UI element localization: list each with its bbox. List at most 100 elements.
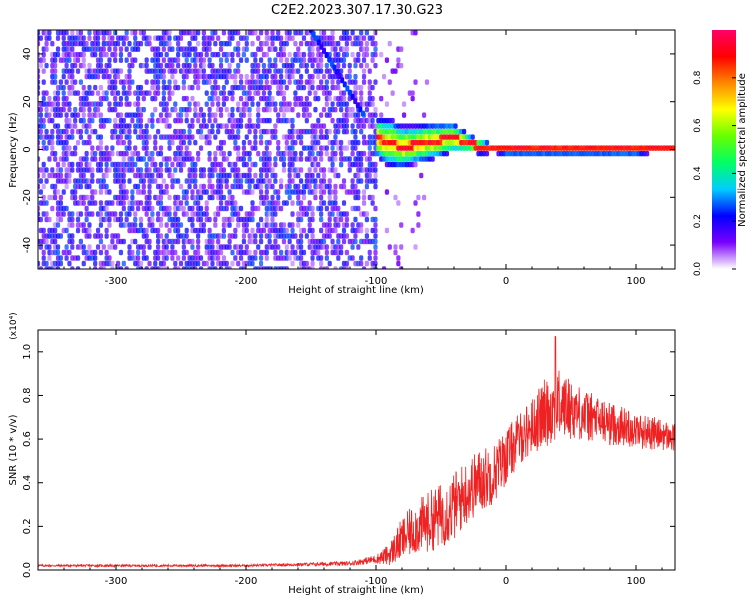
spectrogram-cell (104, 95, 109, 102)
spectrogram-cell (130, 62, 135, 69)
spectrogram-cell (161, 46, 166, 52)
spectrogram-cell (258, 46, 264, 52)
spectrogram-cell (204, 205, 209, 212)
spectrogram-cell (258, 172, 264, 179)
spectrogram-cell (319, 68, 324, 74)
spectrogram-cell (324, 134, 329, 140)
spectrogram-cell (238, 123, 244, 129)
spectrogram-cell (98, 139, 104, 146)
spectrogram-cell (221, 167, 226, 173)
spectrogram-cell (361, 57, 367, 63)
spectrogram-cell (373, 46, 378, 52)
spectrogram-cell (144, 211, 149, 217)
spectrogram-cell (170, 139, 175, 146)
spectrogram-cell (93, 150, 98, 157)
spectrogram-cell (64, 227, 69, 234)
spectrogram-cell (107, 167, 112, 173)
spectrogram-cell (267, 57, 272, 63)
spectrogram-cell (336, 205, 341, 212)
spectrogram-cell (167, 227, 172, 234)
spectrogram-cell (147, 167, 152, 173)
spectrogram-cell (236, 211, 241, 217)
spectrogram-cell (138, 117, 144, 124)
spectrogram-cell (156, 79, 161, 85)
spectrogram-cell (113, 57, 118, 63)
spectrogram-cell (38, 189, 43, 195)
spectrogram-cell (301, 227, 307, 234)
spectrogram-cell (224, 178, 229, 184)
spectrogram-cell (84, 40, 89, 47)
spectrogram-cell (279, 205, 284, 212)
spectrogram-cell (53, 227, 58, 234)
spectrogram-cell (221, 84, 226, 91)
spectrogram-cell (107, 255, 112, 261)
spectrogram-cell (150, 150, 155, 157)
spectrogram-cell (313, 90, 318, 96)
spectrogram-cell (310, 211, 315, 217)
spectrogram-cell (81, 244, 86, 250)
spectrogram-cell (198, 145, 204, 151)
spectrogram-cell (207, 156, 212, 162)
spectrogram-cell (387, 40, 392, 47)
spectrogram-cell (224, 79, 229, 85)
spectrogram-cell (167, 35, 172, 41)
spectrogram-cell (299, 178, 304, 184)
spectrogram-cell (41, 57, 46, 63)
spectrogram-cell (344, 211, 349, 217)
spectrogram-cell (144, 227, 149, 234)
spectrogram-cell (141, 249, 146, 256)
spectrogram-cell (47, 156, 52, 162)
spectrogram-cell (336, 62, 341, 69)
spectrogram-cell (373, 161, 378, 168)
spectrogram-cell (181, 255, 186, 261)
spectrogram-cell (301, 84, 307, 91)
spectrogram-cell (78, 211, 83, 217)
spectrogram-cell (284, 139, 289, 146)
spectrogram-cell (256, 205, 261, 212)
spectrogram-cell (367, 79, 372, 85)
spectrogram-cell (413, 161, 418, 168)
spectrogram-cell (41, 161, 46, 168)
spectrogram-cell (38, 216, 43, 223)
spectrogram-cell (253, 238, 258, 245)
spectrogram-cell (167, 145, 172, 151)
spectrogram-cell (58, 233, 63, 239)
spectrogram-cell (236, 167, 241, 173)
spectrogram-cell (336, 51, 341, 58)
spectrogram-cell (75, 216, 81, 223)
spectrogram-cell (216, 128, 221, 135)
spectrogram-cell (327, 222, 332, 228)
spectrogram-cell (190, 244, 195, 250)
spectrogram-cell (107, 189, 112, 195)
spectrogram-cell (201, 30, 206, 36)
spectrogram-cell (136, 255, 141, 261)
spectrogram-cell (324, 249, 329, 256)
spectrogram-cell (250, 178, 255, 184)
spectrogram-cell (98, 112, 104, 118)
spectrogram-cell (95, 244, 101, 250)
spectrogram-cell (53, 183, 58, 190)
spectrogram-cell (361, 189, 367, 195)
spectrogram-cell (190, 156, 195, 162)
spectrogram-cell (293, 139, 298, 146)
spectrogram-cell (164, 189, 169, 195)
spectrogram-cell (67, 260, 72, 267)
spectrogram-cell (416, 222, 421, 228)
spectrogram-cell (190, 95, 195, 102)
spectrogram-cell (141, 156, 146, 162)
spectrogram-y-tick-label: 20 (22, 95, 33, 108)
spectrogram-cell (161, 90, 166, 96)
spectrogram-streak-cell (342, 81, 347, 88)
spectrogram-cell (156, 90, 161, 96)
spectrogram-cell (207, 134, 212, 140)
spectrogram-cell (247, 128, 252, 135)
spectrogram-cell (287, 51, 292, 58)
spectrogram-cell (373, 222, 378, 228)
spectrogram-cell (353, 183, 358, 190)
spectrogram-cell (210, 35, 215, 41)
spectrogram-cell (227, 172, 232, 179)
spectrogram-cell (344, 216, 349, 223)
spectrogram-cell (41, 51, 46, 58)
spectrogram-cell (373, 227, 378, 234)
spectrogram-cell (218, 145, 224, 151)
